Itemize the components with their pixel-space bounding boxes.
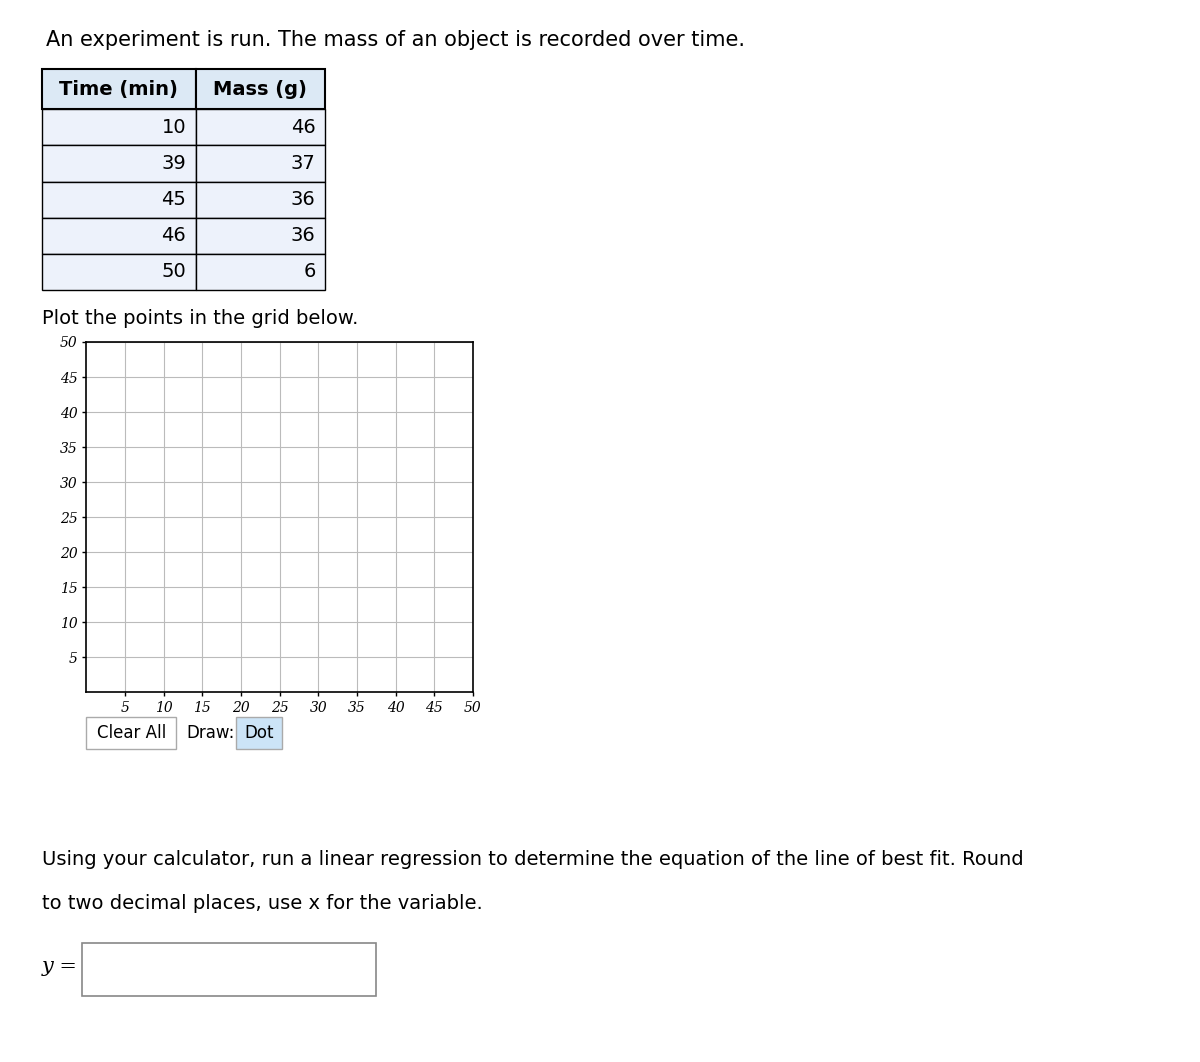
Text: to two decimal places, use x for the variable.: to two decimal places, use x for the var… bbox=[42, 894, 482, 913]
Text: Mass (g): Mass (g) bbox=[214, 80, 307, 99]
Text: 39: 39 bbox=[161, 154, 186, 173]
Text: 10: 10 bbox=[161, 118, 186, 137]
Text: Draw:: Draw: bbox=[186, 724, 234, 741]
Text: 6: 6 bbox=[304, 262, 316, 281]
Text: Clear All: Clear All bbox=[97, 724, 166, 741]
Text: 45: 45 bbox=[161, 190, 186, 209]
Text: 36: 36 bbox=[290, 226, 316, 245]
Text: 46: 46 bbox=[161, 226, 186, 245]
Text: y =: y = bbox=[42, 957, 78, 976]
Text: 36: 36 bbox=[290, 190, 316, 209]
Text: Time (min): Time (min) bbox=[59, 80, 179, 99]
Text: 37: 37 bbox=[290, 154, 316, 173]
Text: Plot the points in the grid below.: Plot the points in the grid below. bbox=[42, 309, 359, 328]
Text: Using your calculator, run a linear regression to determine the equation of the : Using your calculator, run a linear regr… bbox=[42, 850, 1024, 869]
Text: Dot: Dot bbox=[245, 724, 274, 741]
Text: An experiment is run. The mass of an object is recorded over time.: An experiment is run. The mass of an obj… bbox=[46, 30, 744, 50]
Text: 46: 46 bbox=[290, 118, 316, 137]
Text: 50: 50 bbox=[161, 262, 186, 281]
